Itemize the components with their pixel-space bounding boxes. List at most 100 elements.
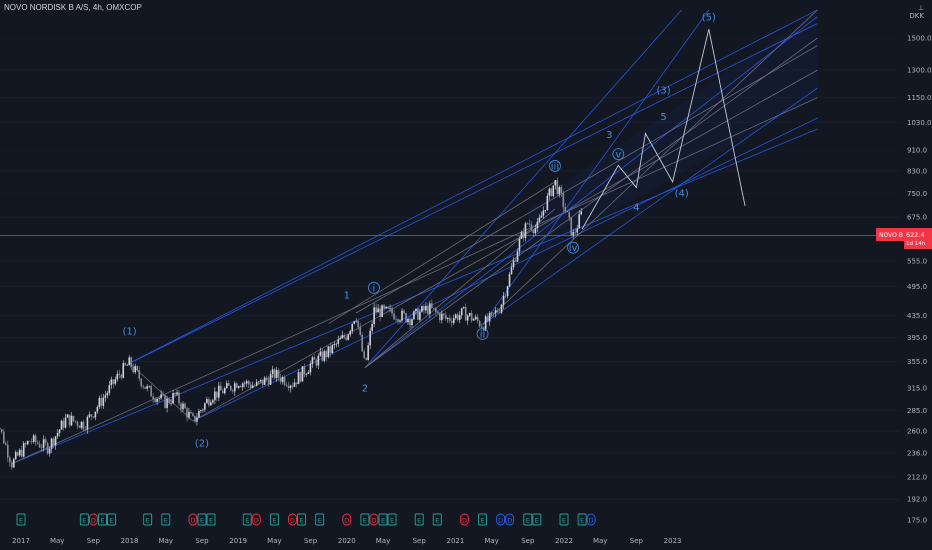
candle-body <box>550 188 553 197</box>
event-marker[interactable] <box>297 513 306 526</box>
trend-line[interactable] <box>192 69 818 422</box>
trend-line[interactable] <box>192 117 818 422</box>
event-marker[interactable] <box>496 513 506 526</box>
candle-body <box>60 420 63 430</box>
wave-label[interactable]: (2) <box>195 438 209 449</box>
candle-body <box>526 223 529 225</box>
candle-body <box>168 398 170 404</box>
wave-label[interactable]: 1 <box>344 290 350 301</box>
event-marker[interactable] <box>523 513 533 526</box>
candle-body <box>580 211 582 215</box>
trend-line[interactable] <box>11 97 818 464</box>
wave-label[interactable]: v <box>615 150 621 161</box>
trend-line[interactable] <box>328 181 556 324</box>
candle-body <box>572 232 575 236</box>
candle-body <box>500 304 503 313</box>
trend-line[interactable] <box>364 16 818 369</box>
wave-label[interactable]: iii <box>551 161 559 172</box>
event-marker[interactable] <box>188 513 198 526</box>
event-marker[interactable] <box>432 513 442 526</box>
candle-body <box>431 303 433 308</box>
lock-icon[interactable]: ⊥ <box>917 4 924 12</box>
y-tick-label: 1500.0 <box>907 35 932 43</box>
candle-body <box>279 377 282 382</box>
trend-line[interactable] <box>482 87 818 325</box>
wave-label[interactable]: 4 <box>633 203 639 214</box>
wave-label[interactable]: i <box>373 283 376 294</box>
candle-body <box>249 384 252 388</box>
currency-label: DKK <box>909 12 924 20</box>
event-marker[interactable] <box>107 513 116 526</box>
wave-label[interactable]: (3) <box>656 86 670 97</box>
trend-line[interactable] <box>129 23 818 364</box>
event-marker[interactable] <box>505 513 515 526</box>
event-marker[interactable] <box>88 513 98 526</box>
x-tick-label: May <box>376 537 390 545</box>
event-marker[interactable] <box>387 513 397 526</box>
event-marker[interactable] <box>251 513 261 526</box>
event-marker-label: D <box>498 517 503 525</box>
wave-label[interactable]: 5 <box>660 112 666 123</box>
event-marker[interactable] <box>342 513 352 526</box>
candle-body <box>393 313 395 320</box>
trend-line[interactable] <box>129 9 818 364</box>
y-tick-label: 495.0 <box>907 283 927 291</box>
trend-line[interactable] <box>355 45 818 314</box>
event-marker[interactable] <box>197 513 207 526</box>
event-marker[interactable] <box>315 513 325 526</box>
event-marker[interactable] <box>378 513 388 526</box>
candle-body <box>144 386 146 389</box>
candle-body <box>14 452 17 459</box>
candle-body <box>214 391 216 401</box>
event-marker[interactable] <box>369 513 379 526</box>
candle-body <box>28 441 31 442</box>
candle-body <box>325 351 328 358</box>
event-marker-label: E <box>82 517 86 525</box>
event-marker[interactable] <box>577 513 587 526</box>
candle-body <box>492 312 495 314</box>
trend-line[interactable] <box>364 37 818 369</box>
wave-label[interactable]: ii <box>480 329 486 340</box>
wave-label[interactable]: 3 <box>606 130 612 141</box>
trend-line[interactable] <box>482 9 710 325</box>
candle-body <box>524 223 527 238</box>
wave-label[interactable]: (5) <box>702 13 716 24</box>
event-marker[interactable] <box>478 513 487 526</box>
event-marker[interactable] <box>559 513 569 526</box>
candle-body <box>94 411 97 418</box>
y-tick-label: 175.0 <box>907 517 927 525</box>
event-marker[interactable] <box>414 513 424 526</box>
y-tick-label: 435.0 <box>907 312 927 320</box>
event-marker[interactable] <box>206 513 216 526</box>
wave-label[interactable]: iv <box>569 243 578 254</box>
event-marker[interactable] <box>288 513 297 526</box>
event-marker[interactable] <box>79 513 89 526</box>
wave-label-circle <box>476 327 489 340</box>
wave-label[interactable]: 2 <box>362 384 368 395</box>
time-axis[interactable]: 2017 May Sep 2018 May Sep 2019 May Sep 2020 May Sep… <box>12 537 681 545</box>
wave-label[interactable]: (4) <box>675 189 689 200</box>
event-marker[interactable] <box>242 513 252 526</box>
event-marker[interactable] <box>586 513 596 526</box>
candle-body <box>273 369 276 379</box>
event-marker[interactable] <box>532 513 542 526</box>
event-marker[interactable] <box>143 513 153 526</box>
event-marker[interactable] <box>161 513 171 526</box>
event-marker[interactable] <box>16 513 26 526</box>
event-marker[interactable] <box>269 513 279 526</box>
event-marker[interactable] <box>97 513 107 526</box>
candle-body <box>44 439 47 443</box>
candle-body <box>198 411 200 418</box>
event-marker[interactable] <box>460 513 469 526</box>
candle-body <box>578 214 581 229</box>
candle-body <box>40 447 43 449</box>
wave-label[interactable]: (1) <box>123 327 137 338</box>
symbol-title[interactable]: NOVO NORDISK B A/S, 4h, OMXCOP <box>4 3 142 12</box>
price-axis[interactable]: 1500.0 1300.0 1150.0 1030.0 910.0 830.0 750.0 6… <box>907 35 932 525</box>
trend-line[interactable] <box>482 9 818 325</box>
candle-body <box>391 308 393 314</box>
candle-body <box>401 310 403 321</box>
event-marker[interactable] <box>360 513 370 526</box>
